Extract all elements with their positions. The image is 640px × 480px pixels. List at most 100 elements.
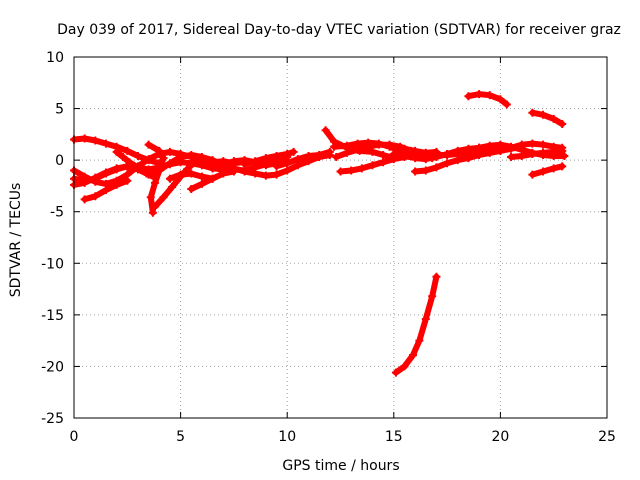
data-point xyxy=(464,145,473,154)
data-point xyxy=(229,167,238,176)
x-tick-label: 10 xyxy=(278,429,296,445)
series-line xyxy=(529,109,566,127)
axes-layer xyxy=(73,56,608,419)
data-point xyxy=(187,169,196,178)
data-point xyxy=(197,179,206,188)
data-point xyxy=(428,292,437,301)
data-point xyxy=(112,180,121,189)
data-point xyxy=(91,136,100,145)
data-point xyxy=(272,162,281,171)
data-point xyxy=(261,171,270,180)
data-point xyxy=(321,126,330,135)
data-point xyxy=(496,145,505,154)
data-point xyxy=(165,147,174,156)
x-tick-label: 15 xyxy=(385,429,403,445)
series-arc-13 xyxy=(272,147,334,171)
data-point xyxy=(517,152,526,161)
data-point xyxy=(125,158,134,167)
data-point xyxy=(332,153,341,162)
data-point xyxy=(208,164,217,173)
data-point xyxy=(272,170,281,179)
data-point xyxy=(119,153,128,162)
data-point xyxy=(112,147,121,156)
data-point xyxy=(240,160,249,169)
data-point xyxy=(229,157,238,166)
y-tick-label: 10 xyxy=(46,50,64,66)
data-point xyxy=(133,163,142,172)
data-point xyxy=(261,161,270,170)
data-point xyxy=(187,150,196,159)
data-point xyxy=(101,169,110,178)
data-point xyxy=(432,150,441,159)
data-point xyxy=(144,140,153,149)
series-line xyxy=(529,163,566,178)
data-point xyxy=(123,146,132,155)
series-arc-8 xyxy=(151,159,198,211)
y-tick-label: -15 xyxy=(41,308,64,324)
chart-title: Day 039 of 2017, Sidereal Day-to-day VTE… xyxy=(57,22,621,38)
data-point xyxy=(507,143,516,152)
data-point xyxy=(485,141,494,150)
y-tick-label: -25 xyxy=(41,411,64,427)
data-point xyxy=(165,160,174,169)
series-arc-9 xyxy=(165,169,217,183)
data-point xyxy=(142,169,151,178)
data-point xyxy=(146,193,155,202)
data-point xyxy=(272,152,281,161)
data-point xyxy=(123,176,132,185)
data-point xyxy=(330,142,339,151)
data-point xyxy=(101,186,110,195)
data-point xyxy=(368,147,377,156)
data-point xyxy=(80,134,89,143)
series-arc-25 xyxy=(464,90,511,109)
data-point xyxy=(549,114,558,123)
data-point xyxy=(539,148,548,157)
data-point xyxy=(400,152,409,161)
data-point xyxy=(159,193,168,202)
data-point xyxy=(528,108,537,117)
data-point xyxy=(261,154,270,163)
series-arc-5 xyxy=(80,176,132,204)
data-point xyxy=(159,154,168,163)
data-point xyxy=(549,164,558,173)
data-point xyxy=(391,368,400,377)
grid-layer xyxy=(74,57,607,418)
series-arc-12 xyxy=(240,147,298,169)
data-point xyxy=(133,152,142,161)
data-point xyxy=(496,95,505,104)
data-point xyxy=(189,159,198,168)
data-point xyxy=(485,91,494,100)
data-point xyxy=(101,139,110,148)
data-point xyxy=(558,120,567,129)
y-tick-label: -10 xyxy=(41,256,64,272)
data-point xyxy=(443,159,452,168)
series-arc-6 xyxy=(112,147,160,182)
data-point xyxy=(432,163,441,172)
series-arc-22 xyxy=(496,139,567,154)
series-arc-24 xyxy=(528,162,567,179)
data-point xyxy=(389,149,398,158)
data-point xyxy=(502,100,511,109)
data-point xyxy=(293,155,302,164)
data-point xyxy=(80,195,89,204)
y-tick-label: -5 xyxy=(50,205,64,221)
data-point xyxy=(549,147,558,156)
data-point xyxy=(219,169,228,178)
data-point xyxy=(187,185,196,194)
data-point xyxy=(464,92,473,101)
data-point xyxy=(379,150,388,159)
data-point xyxy=(342,148,351,157)
data-point xyxy=(325,147,334,156)
data-point xyxy=(283,149,292,158)
data-point xyxy=(112,165,121,174)
data-point xyxy=(453,147,462,156)
y-tick-label: 0 xyxy=(55,153,64,169)
data-point xyxy=(315,150,324,159)
data-point xyxy=(251,169,260,178)
series-arc-26 xyxy=(528,108,567,129)
y-axis-label: SDTVAR / TECUs xyxy=(8,183,24,298)
x-axis-label: GPS time / hours xyxy=(282,458,399,474)
data-point xyxy=(289,147,298,156)
data-point xyxy=(197,161,206,170)
